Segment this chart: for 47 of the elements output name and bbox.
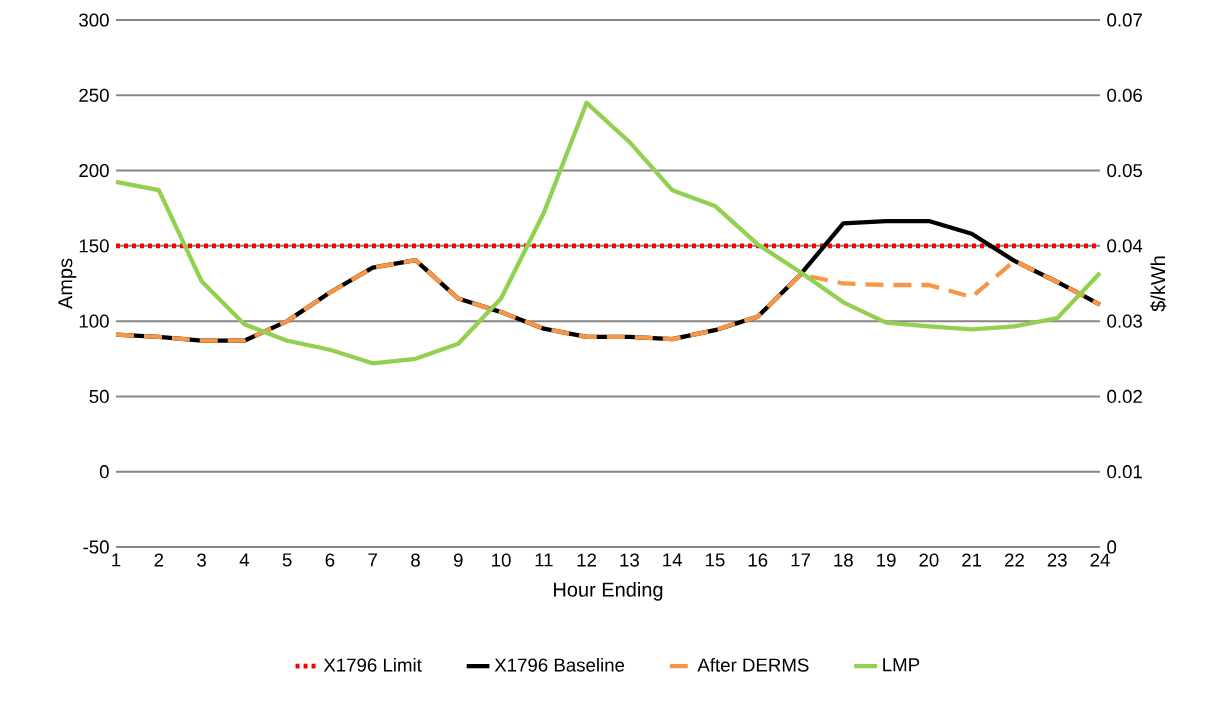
y2-tick-label: 0.07 <box>1107 13 1142 27</box>
x-tick-label: 17 <box>791 553 810 567</box>
x-tick-label: 2 <box>154 553 164 567</box>
x-tick-label: 20 <box>919 553 939 567</box>
legend-label: After DERMS <box>697 657 809 672</box>
x-tick-label: 21 <box>962 553 982 567</box>
legend-label: X1796 Baseline <box>494 657 625 672</box>
x-tick-label: 1 <box>112 553 121 567</box>
x-tick-label: 7 <box>368 553 377 567</box>
y2-tick-label: 0.05 <box>1107 163 1143 178</box>
y-tick-label: 250 <box>79 88 109 102</box>
x-tick-label: 16 <box>748 553 768 567</box>
x-tick-label: 24 <box>1090 553 1110 567</box>
x-tick-label: 14 <box>663 553 682 567</box>
y2-tick-label: 0.06 <box>1107 88 1142 102</box>
x-tick-label: 3 <box>197 553 206 567</box>
x-tick-label: 11 <box>535 553 553 567</box>
x-tick-label: 13 <box>620 553 639 567</box>
y-tick-label: 200 <box>79 163 109 178</box>
x-tick-label: 22 <box>1005 553 1024 567</box>
x-tick-label: 6 <box>325 553 335 567</box>
x-tick-label: 23 <box>1047 553 1067 567</box>
y-axis-title: Amps <box>58 258 77 310</box>
x-tick-label: 5 <box>282 553 292 567</box>
x-tick-label: 15 <box>706 553 725 567</box>
x-tick-label: 9 <box>453 553 463 567</box>
x-tick-label: 10 <box>492 553 511 567</box>
x-tick-label: 4 <box>239 553 249 567</box>
y2-tick-label: 0.01 <box>1107 465 1142 479</box>
legend-label: LMP <box>883 658 920 672</box>
y-tick-label: 50 <box>89 389 109 404</box>
y-tick-label: 100 <box>79 314 109 328</box>
y2-tick-label: 0.03 <box>1107 314 1142 328</box>
x-tick-label: 8 <box>411 553 420 567</box>
y2-tick-label: 0 <box>1107 540 1117 554</box>
x-tick-label: 18 <box>834 553 853 567</box>
y2-axis-title: $/kWh <box>1150 256 1167 312</box>
y2-tick-label: 0.04 <box>1107 239 1143 253</box>
x-axis-title: Hour Ending <box>554 582 663 601</box>
x-tick-label: 19 <box>877 553 896 567</box>
y-tick-label: 300 <box>79 13 109 27</box>
y-tick-label: -50 <box>83 540 109 554</box>
y-tick-label: 150 <box>79 239 109 253</box>
legend-label: X1796 Limit <box>323 657 422 672</box>
y2-tick-label: 0.02 <box>1107 389 1142 404</box>
y-tick-label: 0 <box>99 465 109 479</box>
x-tick-label: 12 <box>577 553 597 567</box>
